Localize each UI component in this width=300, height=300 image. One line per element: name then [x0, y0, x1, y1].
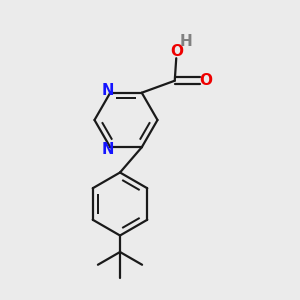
Text: H: H [180, 34, 193, 49]
Text: O: O [199, 73, 212, 88]
Text: O: O [171, 44, 184, 59]
Text: N: N [102, 142, 114, 157]
Text: N: N [102, 83, 114, 98]
